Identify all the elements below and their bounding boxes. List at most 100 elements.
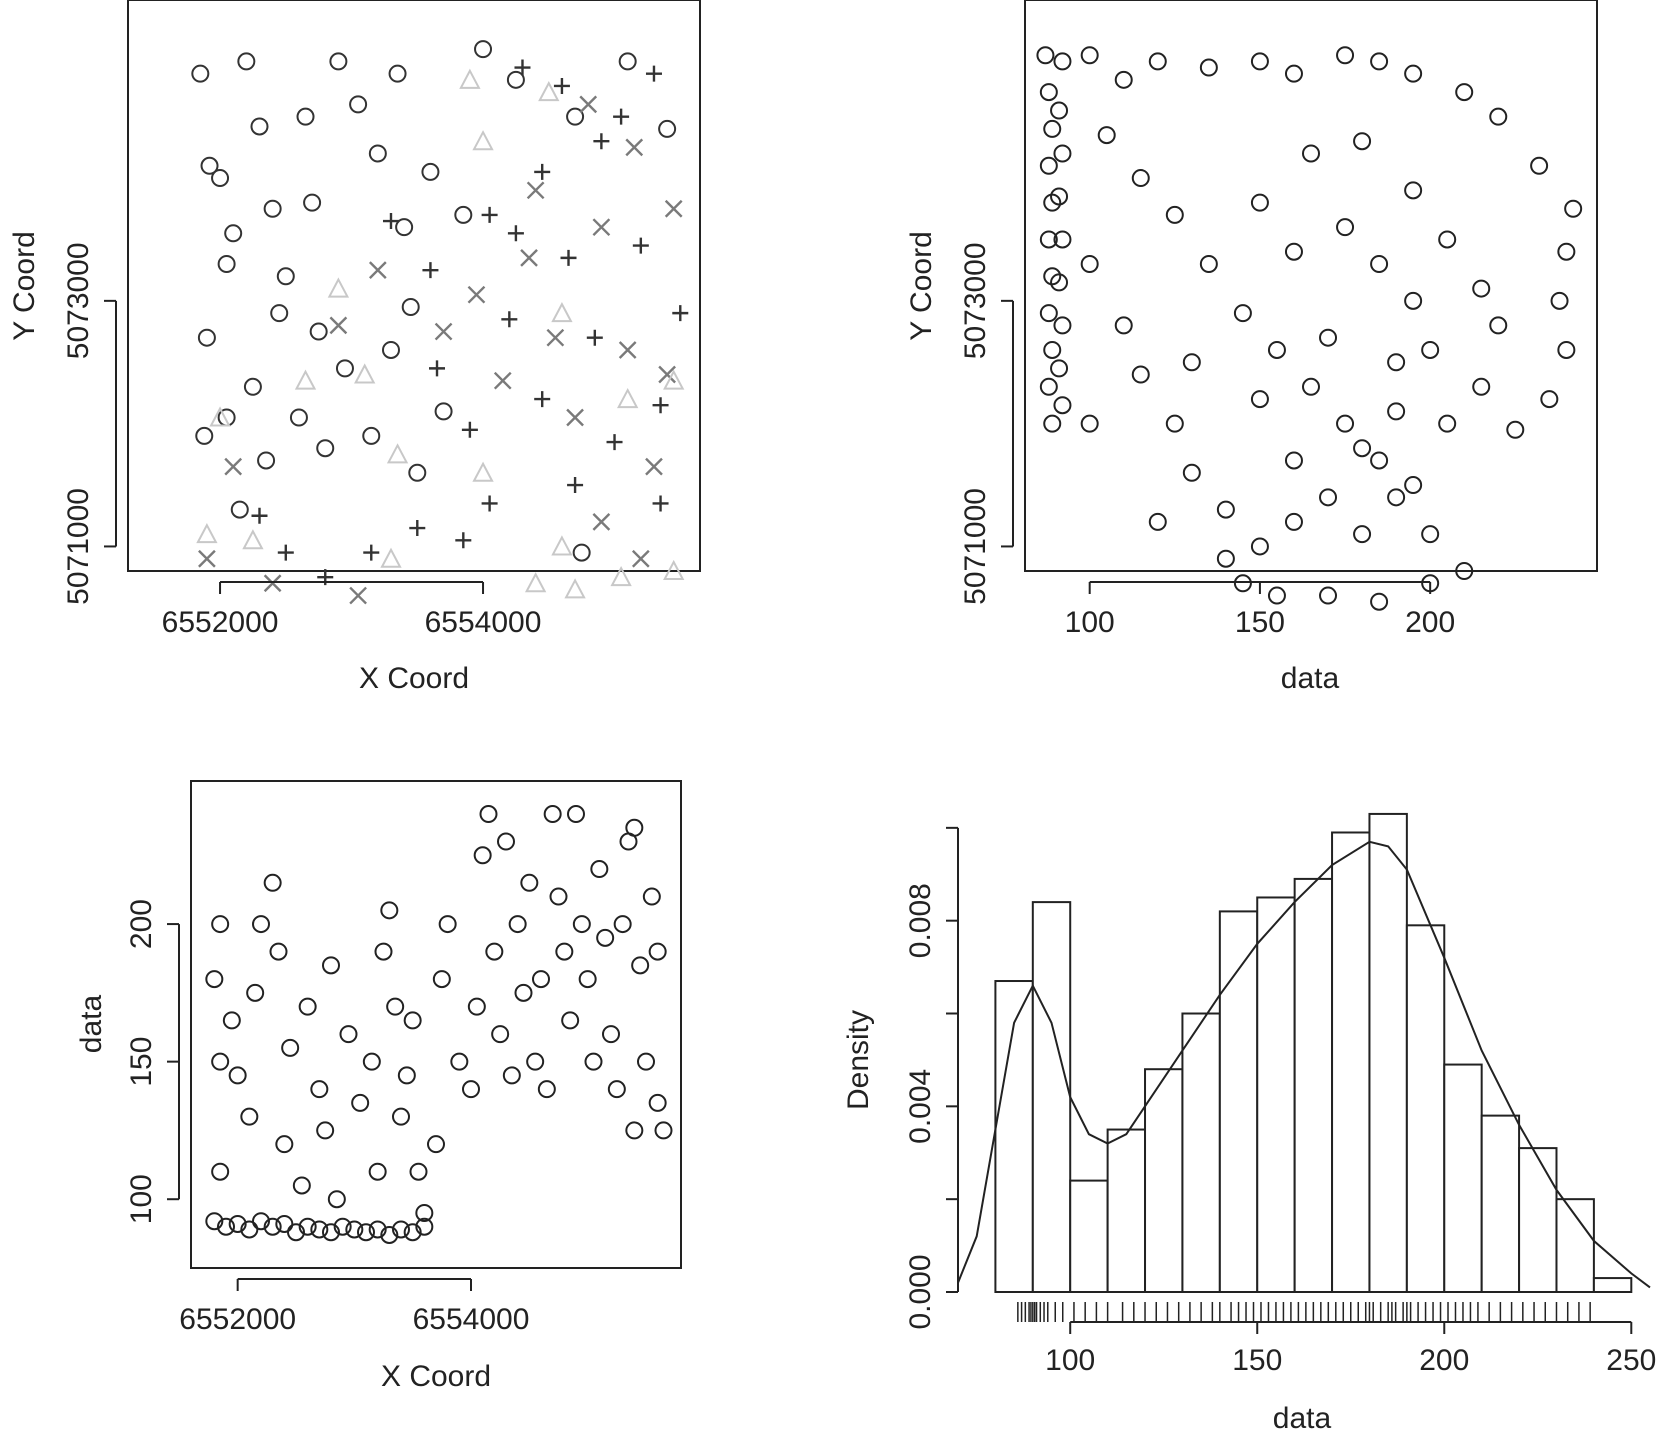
point-circle xyxy=(462,1080,480,1099)
point-circle xyxy=(1319,328,1338,347)
point-circle xyxy=(240,1107,259,1126)
point-circle xyxy=(1080,414,1099,433)
point-cross xyxy=(493,371,512,390)
point-plus xyxy=(429,360,446,377)
point-circle xyxy=(351,1093,370,1112)
point-circle xyxy=(485,942,504,961)
point-circle xyxy=(395,218,414,237)
point-circle xyxy=(275,1214,294,1233)
point-circle xyxy=(1250,537,1269,556)
point-circle xyxy=(508,915,527,934)
point-circle xyxy=(1267,586,1286,605)
point-circle xyxy=(1336,218,1355,237)
point-plus xyxy=(586,329,603,346)
point-cross xyxy=(592,513,611,531)
point-triangle xyxy=(386,443,409,464)
point-triangle xyxy=(564,578,586,599)
point-circle xyxy=(269,942,288,961)
point-circle xyxy=(409,1162,428,1181)
plot-frame xyxy=(127,0,701,572)
point-circle xyxy=(240,1220,259,1239)
point-circle xyxy=(1039,156,1058,175)
point-circle xyxy=(381,340,400,359)
point-triangle xyxy=(196,523,218,544)
point-circle xyxy=(1080,255,1099,274)
point-circle xyxy=(613,915,632,934)
point-circle xyxy=(217,1217,235,1236)
point-circle xyxy=(491,1025,510,1044)
point-plus xyxy=(382,213,399,230)
point-circle xyxy=(368,1220,387,1239)
point-circle xyxy=(298,1217,317,1236)
y-tick-label: 5073000 xyxy=(959,242,992,359)
point-circle xyxy=(1114,316,1133,335)
histogram-bar xyxy=(1031,901,1072,1293)
point-plus xyxy=(251,507,268,524)
histogram-bar xyxy=(1518,1147,1558,1293)
point-circle xyxy=(298,997,317,1016)
x-axis-label: data xyxy=(1273,1402,1332,1433)
x-tick-label: 6552000 xyxy=(179,1303,296,1336)
point-circle xyxy=(1353,525,1372,544)
point-circle xyxy=(1043,414,1062,433)
point-cross xyxy=(198,549,216,568)
point-cross xyxy=(618,341,637,359)
point-circle xyxy=(618,52,637,71)
point-circle xyxy=(1216,549,1235,568)
point-plus xyxy=(507,225,524,242)
point-circle xyxy=(1043,340,1062,359)
point-circle xyxy=(1557,340,1576,359)
point-plus xyxy=(567,477,584,494)
point-circle xyxy=(368,144,387,163)
point-circle xyxy=(1404,64,1423,83)
point-circle xyxy=(590,860,609,879)
point-plus xyxy=(606,434,623,451)
point-circle xyxy=(1404,181,1423,200)
point-circle xyxy=(421,162,440,181)
point-circle xyxy=(1053,316,1072,335)
point-plus xyxy=(409,520,426,537)
point-circle xyxy=(1353,132,1372,151)
point-plus xyxy=(481,495,498,512)
point-circle xyxy=(270,304,289,323)
point-circle xyxy=(1370,451,1389,470)
point-circle xyxy=(415,1203,434,1222)
point-circle xyxy=(230,500,249,519)
histogram-bar xyxy=(1256,896,1296,1293)
point-circle xyxy=(357,1223,375,1242)
point-circle xyxy=(415,1217,434,1236)
point-plus xyxy=(461,421,478,438)
point-circle xyxy=(296,107,315,126)
point-circle xyxy=(1043,119,1062,138)
point-plus xyxy=(645,65,662,82)
point-triangle xyxy=(610,566,632,587)
point-circle xyxy=(263,873,282,892)
point-circle xyxy=(642,887,661,906)
point-circle xyxy=(263,1217,282,1236)
point-circle xyxy=(1250,193,1269,212)
histogram-bar xyxy=(1293,877,1334,1293)
point-circle xyxy=(1284,451,1303,470)
point-circle xyxy=(578,970,597,989)
point-triangle xyxy=(354,363,376,384)
point-plus xyxy=(560,249,577,266)
point-circle xyxy=(1370,592,1389,611)
point-circle xyxy=(205,1212,224,1231)
x-tick-label: 150 xyxy=(1235,606,1285,639)
histogram-bar xyxy=(1106,1128,1147,1293)
point-circle xyxy=(392,1220,410,1239)
point-circle xyxy=(1131,365,1150,384)
point-circle xyxy=(403,1223,422,1242)
point-circle xyxy=(1472,279,1491,298)
point-circle xyxy=(1131,169,1150,188)
point-circle xyxy=(1080,46,1099,65)
point-triangle xyxy=(294,369,317,390)
point-circle xyxy=(322,1223,340,1242)
point-circle xyxy=(1182,463,1201,482)
point-circle xyxy=(1319,488,1338,507)
point-cross xyxy=(349,586,367,605)
point-circle xyxy=(1550,291,1569,310)
point-circle xyxy=(1421,340,1440,359)
point-triangle xyxy=(242,529,264,550)
point-cross xyxy=(467,285,486,304)
